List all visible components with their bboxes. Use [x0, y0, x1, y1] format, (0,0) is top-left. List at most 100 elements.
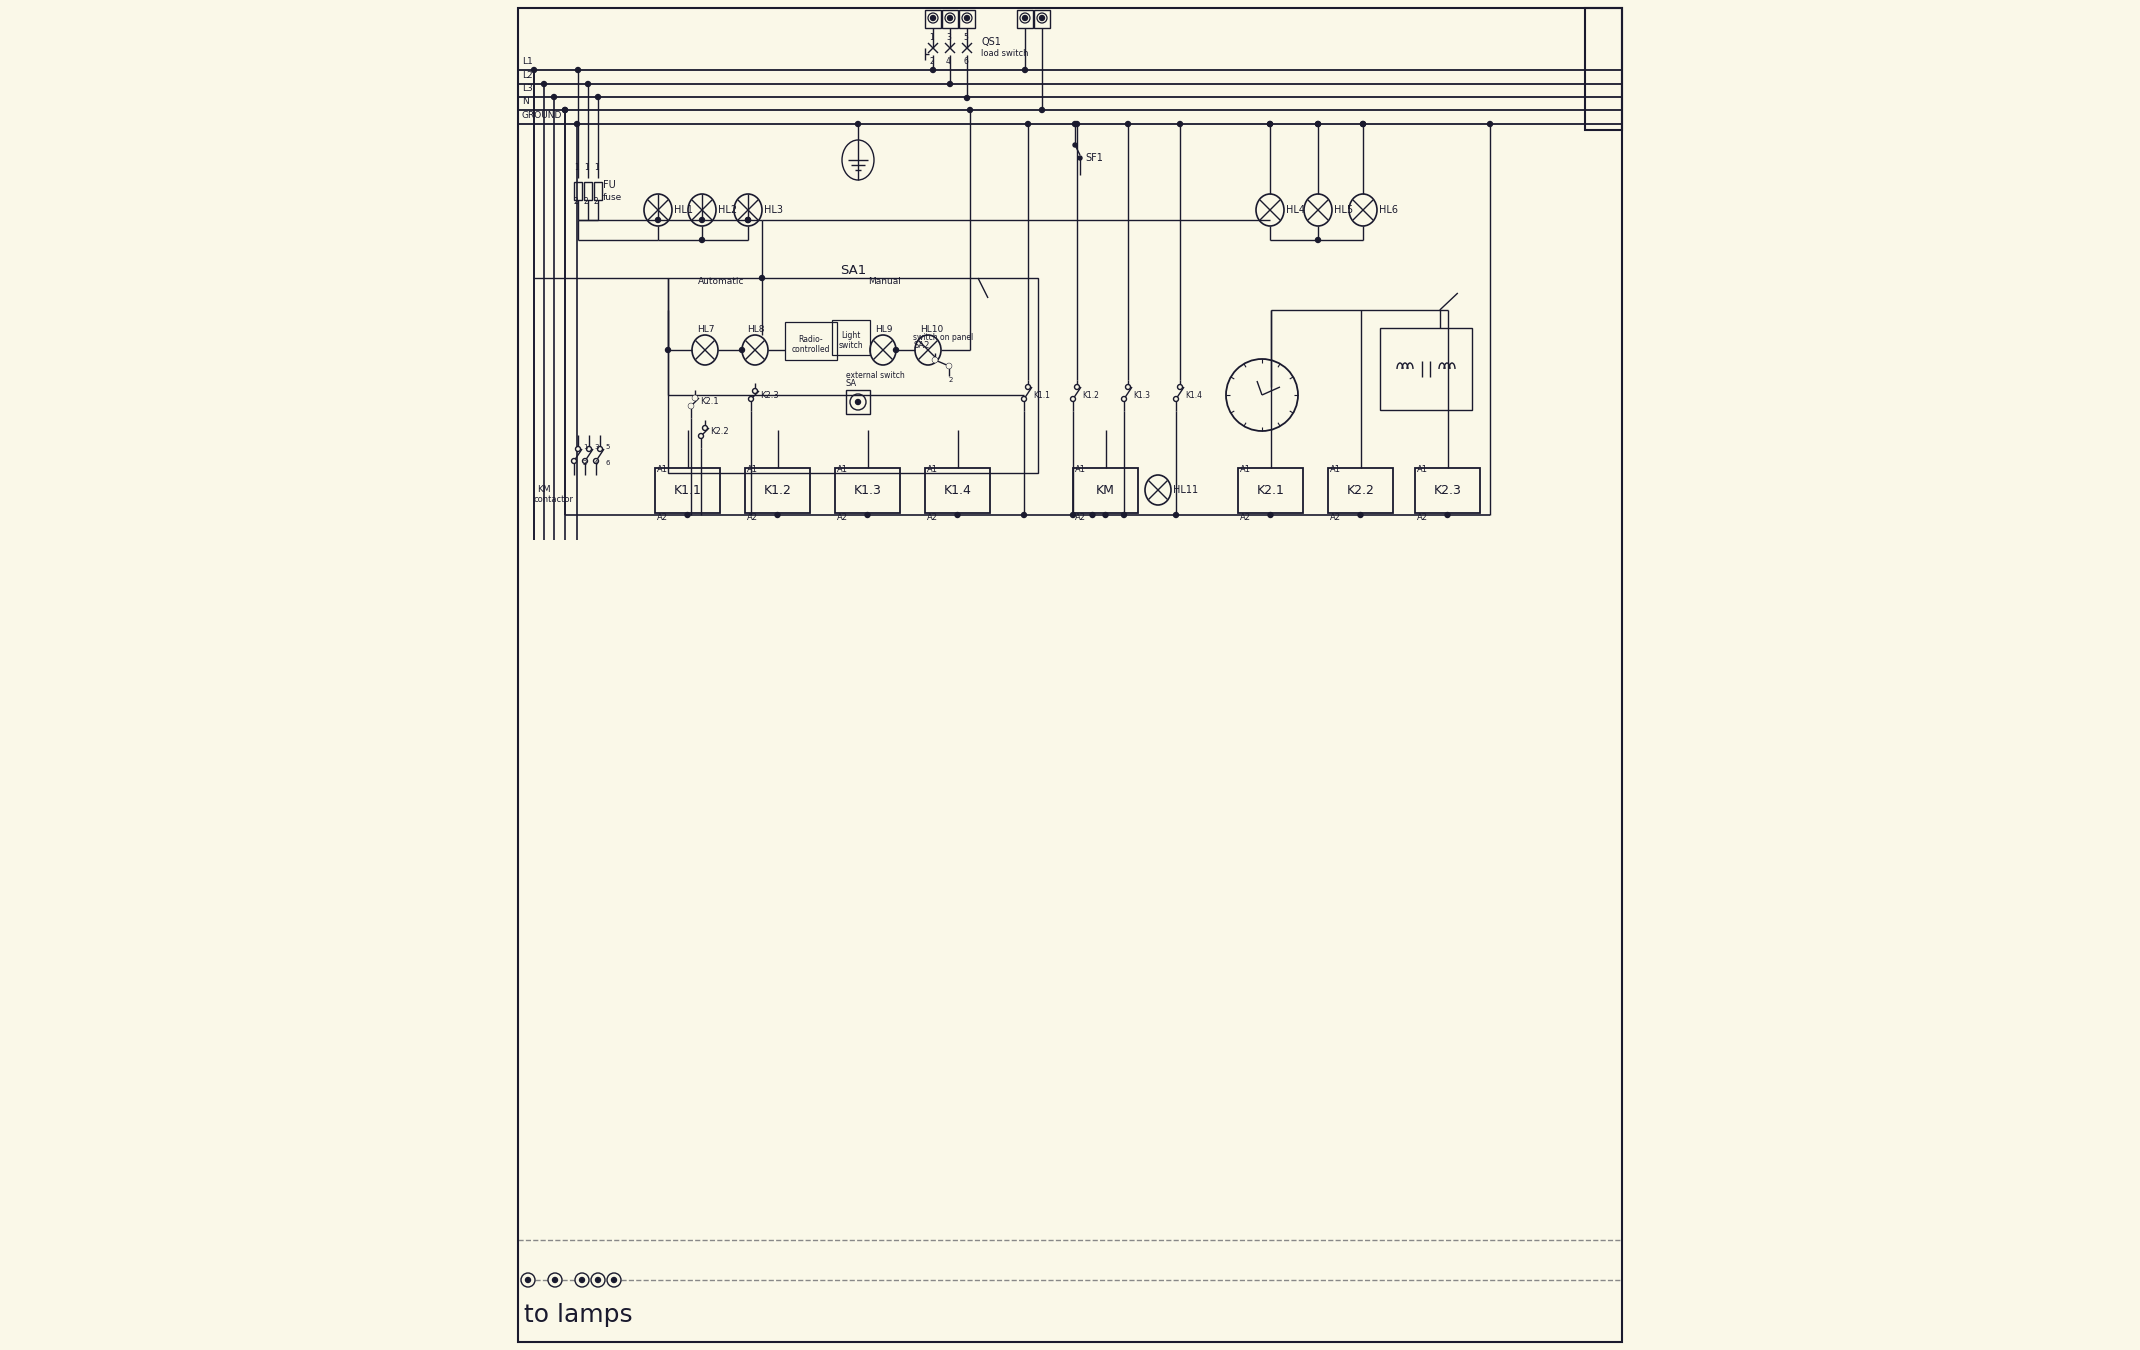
Text: A2: A2: [927, 513, 937, 521]
Bar: [668, 278, 1038, 472]
Circle shape: [563, 108, 567, 112]
Circle shape: [1126, 122, 1130, 127]
Text: 2: 2: [582, 460, 586, 466]
Text: switch on panel: switch on panel: [914, 333, 974, 343]
Ellipse shape: [1074, 385, 1079, 390]
Circle shape: [740, 347, 745, 352]
Ellipse shape: [1021, 397, 1027, 401]
Ellipse shape: [1126, 385, 1130, 390]
Circle shape: [1316, 122, 1320, 127]
Circle shape: [1316, 122, 1320, 127]
Text: K2.2: K2.2: [1346, 485, 1374, 497]
Circle shape: [856, 122, 860, 127]
Circle shape: [1040, 15, 1044, 20]
Circle shape: [948, 364, 950, 369]
Text: switch: switch: [839, 342, 862, 351]
Text: K1.1: K1.1: [1034, 390, 1051, 400]
Text: 2: 2: [574, 197, 578, 207]
Ellipse shape: [946, 363, 952, 369]
Text: A1: A1: [1074, 466, 1085, 474]
Ellipse shape: [933, 358, 937, 363]
Text: K2.1: K2.1: [700, 397, 719, 406]
Text: N: N: [522, 97, 529, 107]
Text: L2: L2: [522, 72, 533, 80]
Circle shape: [856, 400, 860, 405]
Bar: [1415, 468, 1481, 513]
Bar: [942, 9, 959, 28]
Text: K2.3: K2.3: [1434, 485, 1462, 497]
Text: controlled: controlled: [792, 346, 830, 355]
Ellipse shape: [597, 447, 603, 451]
Text: SA1: SA1: [839, 263, 867, 277]
Text: K1.4: K1.4: [1186, 390, 1203, 400]
Bar: [835, 468, 901, 513]
Circle shape: [1359, 513, 1363, 517]
Circle shape: [948, 15, 952, 20]
Text: K1.3: K1.3: [1132, 390, 1149, 400]
Text: HL6: HL6: [1378, 205, 1397, 215]
Text: K1.1: K1.1: [674, 485, 702, 497]
Text: A1: A1: [657, 466, 668, 474]
Bar: [584, 182, 593, 200]
Text: 1: 1: [584, 163, 588, 173]
Circle shape: [693, 396, 698, 400]
Text: 2: 2: [595, 197, 599, 207]
Text: fuse: fuse: [603, 193, 623, 201]
Text: HL1: HL1: [674, 205, 693, 215]
Circle shape: [1177, 122, 1183, 127]
Text: SA: SA: [845, 379, 858, 389]
Circle shape: [760, 275, 764, 281]
Text: Light: Light: [841, 332, 860, 340]
Circle shape: [666, 347, 670, 352]
Circle shape: [580, 1277, 584, 1282]
Text: A1: A1: [747, 466, 758, 474]
Circle shape: [1089, 513, 1096, 517]
Text: HL11: HL11: [1173, 485, 1198, 495]
Text: HL10: HL10: [920, 325, 944, 335]
Text: SF1: SF1: [1085, 153, 1102, 163]
Circle shape: [948, 81, 952, 86]
Text: A2: A2: [1417, 513, 1427, 521]
Ellipse shape: [753, 389, 758, 393]
Text: HL8: HL8: [747, 325, 764, 335]
Circle shape: [563, 108, 567, 112]
Circle shape: [574, 122, 580, 127]
Text: HL9: HL9: [875, 325, 892, 335]
Circle shape: [576, 68, 580, 73]
Bar: [1034, 9, 1051, 28]
Text: QS1: QS1: [980, 36, 1002, 47]
Text: A2: A2: [747, 513, 758, 521]
Text: K2.2: K2.2: [710, 428, 728, 436]
Text: Radio-: Radio-: [798, 336, 824, 344]
Circle shape: [1361, 122, 1365, 127]
Circle shape: [775, 513, 779, 517]
Text: A2: A2: [657, 513, 668, 521]
Text: contactor: contactor: [535, 495, 574, 505]
Text: Manual: Manual: [869, 278, 901, 286]
Bar: [574, 182, 582, 200]
Circle shape: [552, 95, 556, 100]
Circle shape: [1173, 513, 1179, 517]
Text: A2: A2: [1074, 513, 1085, 521]
Text: 1: 1: [929, 32, 933, 42]
Text: SA2: SA2: [914, 342, 929, 351]
Text: K1.4: K1.4: [944, 485, 972, 497]
Text: A1: A1: [1329, 466, 1342, 474]
Text: Automatic: Automatic: [698, 278, 745, 286]
Circle shape: [1079, 157, 1083, 161]
Text: 2: 2: [929, 58, 933, 66]
Text: K2.3: K2.3: [760, 390, 779, 400]
Text: L1: L1: [522, 57, 533, 66]
Text: K1.3: K1.3: [854, 485, 882, 497]
Text: load switch: load switch: [980, 49, 1029, 58]
Text: 1: 1: [595, 163, 599, 173]
Circle shape: [700, 217, 704, 223]
Circle shape: [931, 15, 935, 20]
Bar: [1239, 468, 1303, 513]
Text: HL2: HL2: [719, 205, 736, 215]
Circle shape: [531, 68, 537, 73]
Circle shape: [1267, 122, 1273, 127]
Bar: [832, 320, 871, 355]
Circle shape: [526, 1277, 531, 1282]
Text: A1: A1: [927, 466, 937, 474]
